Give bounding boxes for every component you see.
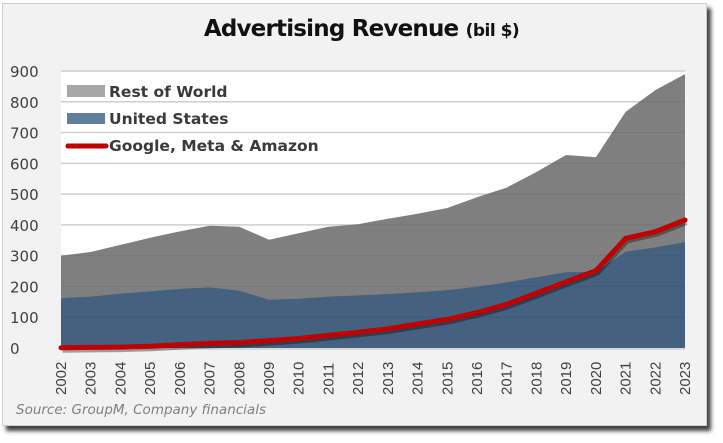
x-tick-label: 2016 [469, 362, 486, 395]
series-lines [58, 217, 688, 353]
area-united-states [61, 242, 685, 348]
x-tick-label: 2005 [142, 362, 159, 395]
x-tick-label: 2007 [202, 362, 219, 395]
x-tick-label: 2011 [320, 363, 337, 395]
line-google-meta-amazon [58, 217, 688, 351]
x-tick-label: 2017 [499, 362, 516, 395]
legend: Rest of World United States Google, Meta… [65, 83, 319, 155]
x-tick-label: 2020 [588, 362, 605, 395]
x-tick-label: 2021 [618, 362, 635, 395]
x-tick-label: 2013 [380, 362, 397, 395]
x-tick-label: 2019 [558, 362, 575, 395]
x-axis-ticks: 2002 2003 2004 2005 2006 2007 2008 2009 2010 2011… [53, 362, 694, 395]
x-tick-label: 2012 [350, 362, 367, 395]
x-tick-label: 2010 [291, 362, 308, 395]
y-tick-label: 800 [10, 94, 39, 112]
y-tick-label: 0 [10, 340, 20, 358]
y-tick-label: 300 [10, 248, 39, 266]
y-tick-label: 500 [10, 186, 39, 204]
x-tick-label: 2004 [112, 362, 129, 395]
legend-label-rest-of-world: Rest of World [109, 83, 228, 101]
chart-title: Advertising Revenue (bil $) [0, 16, 723, 42]
legend-label-google-meta-amazon: Google, Meta & Amazon [109, 137, 319, 155]
x-tick-label: 2015 [439, 362, 456, 395]
x-tick-label: 2022 [647, 362, 664, 395]
chart-title-unit: (bil $) [465, 21, 520, 41]
x-tick-label: 2003 [83, 362, 100, 395]
x-tick-label: 2008 [231, 362, 248, 395]
chart-title-main: Advertising Revenue [203, 16, 459, 42]
y-tick-label: 900 [10, 63, 39, 81]
x-tick-label: 2002 [53, 362, 70, 395]
y-tick-label: 700 [10, 125, 39, 143]
x-tick-label: 2023 [677, 362, 694, 395]
legend-swatch-rest-of-world [67, 85, 105, 97]
source-note: Source: GroupM, Company financials [16, 402, 266, 418]
y-tick-label: 100 [10, 309, 39, 327]
y-tick-label: 600 [10, 155, 39, 173]
line-shadow [62, 220, 688, 353]
legend-label-united-states: United States [109, 110, 229, 128]
y-tick-label: 200 [10, 278, 39, 296]
x-tick-label: 2018 [528, 362, 545, 395]
y-tick-label: 400 [10, 217, 39, 235]
x-tick-label: 2006 [172, 362, 189, 395]
x-tick-label: 2014 [410, 362, 427, 395]
x-tick-label: 2009 [261, 362, 278, 395]
y-axis-ticks: 0 100 200 300 400 500 600 700 800 900 [10, 63, 39, 358]
series-areas [61, 70, 685, 350]
legend-swatch-united-states [67, 113, 105, 124]
